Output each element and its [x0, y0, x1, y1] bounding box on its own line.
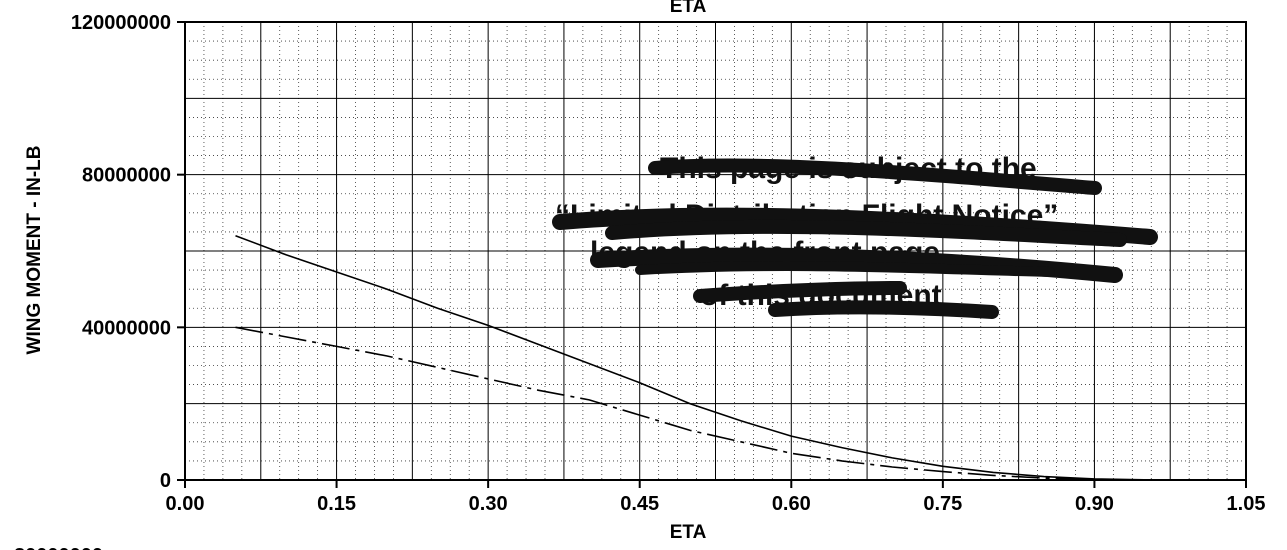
x-axis-title: ETA	[670, 522, 707, 543]
chart-title: ETA	[670, 0, 707, 17]
x-tick-label: 1.05	[1227, 493, 1266, 515]
x-axis-ticks: 0.00 0.15 0.30 0.45 0.60 0.75 0.90 1.05	[166, 480, 1266, 515]
plot-frame	[184, 21, 1247, 481]
series-group	[235, 234, 1196, 481]
x-tick-label: 0.15	[317, 493, 356, 515]
x-tick-label: 0.45	[620, 493, 659, 515]
y-axis-title: WING MOMENT - IN-LB	[24, 146, 45, 355]
y-axis-ticks: 0 40000000 80000000 120000000	[71, 12, 185, 492]
y-tick-label: 0	[160, 470, 171, 492]
x-tick-label: 0.60	[772, 493, 811, 515]
x-tick-label: 0.90	[1075, 493, 1114, 515]
bottom-clipped-label: 80000000	[14, 545, 103, 550]
series-line-dashed	[235, 326, 1095, 481]
x-tick-label: 0.30	[469, 493, 508, 515]
x-tick-label: 0.75	[923, 493, 962, 515]
x-tick-label: 0.00	[166, 493, 205, 515]
y-tick-label: 40000000	[82, 317, 171, 339]
overlay-notice: This page is subject to the “Limited Dis…	[552, 152, 1158, 319]
y-tick-label: 80000000	[82, 165, 171, 187]
y-tick-label: 120000000	[71, 12, 171, 34]
grid	[185, 22, 1246, 480]
overlay-scribbles	[552, 158, 1158, 319]
series-line-solid	[235, 234, 1196, 481]
